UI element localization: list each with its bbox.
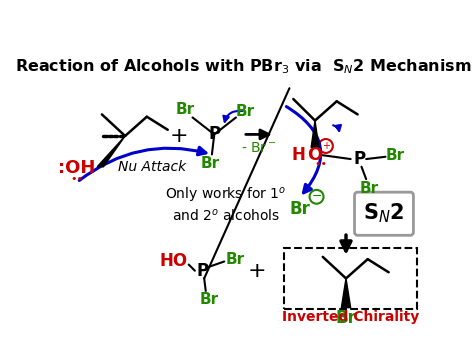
Bar: [284, 248, 417, 309]
FancyArrowPatch shape: [223, 111, 243, 122]
Polygon shape: [311, 121, 319, 147]
Polygon shape: [341, 278, 351, 308]
FancyArrowPatch shape: [79, 147, 206, 180]
Text: P: P: [197, 262, 209, 280]
Text: Br: Br: [289, 200, 310, 218]
Text: Br: Br: [199, 293, 219, 307]
Text: S$_N$2: S$_N$2: [363, 201, 405, 225]
Text: ••: ••: [71, 174, 83, 184]
Text: +: +: [247, 261, 266, 281]
Text: - Br$^-$: - Br$^-$: [240, 140, 276, 155]
Text: −: −: [311, 190, 322, 203]
Polygon shape: [97, 136, 125, 167]
Text: ••: ••: [315, 159, 328, 170]
Text: Br: Br: [336, 309, 356, 327]
Text: Br: Br: [236, 104, 255, 119]
Text: Only works for 1$^o$
and 2$^o$ alcohols: Only works for 1$^o$ and 2$^o$ alcohols: [165, 187, 287, 224]
Text: Br: Br: [385, 148, 404, 163]
FancyArrowPatch shape: [286, 107, 321, 193]
Text: Reaction of Alcohols with PBr$_3$ via  S$_N$2 Mechanism: Reaction of Alcohols with PBr$_3$ via S$…: [15, 57, 471, 76]
Text: P: P: [354, 150, 366, 168]
Text: O: O: [307, 146, 323, 164]
Text: :OH: :OH: [58, 159, 96, 177]
Text: H: H: [291, 146, 305, 164]
Text: Inverted Chirality: Inverted Chirality: [282, 310, 419, 324]
Text: Br: Br: [175, 102, 194, 117]
Text: Br: Br: [201, 156, 220, 171]
Text: Br: Br: [226, 252, 245, 267]
Text: Br: Br: [360, 181, 379, 196]
Text: +: +: [170, 126, 189, 146]
Text: HO: HO: [159, 253, 187, 270]
FancyArrowPatch shape: [333, 125, 341, 131]
Text: P: P: [208, 126, 220, 143]
FancyBboxPatch shape: [355, 192, 413, 235]
Text: Nu Attack: Nu Attack: [118, 160, 186, 174]
Text: +: +: [322, 141, 330, 151]
